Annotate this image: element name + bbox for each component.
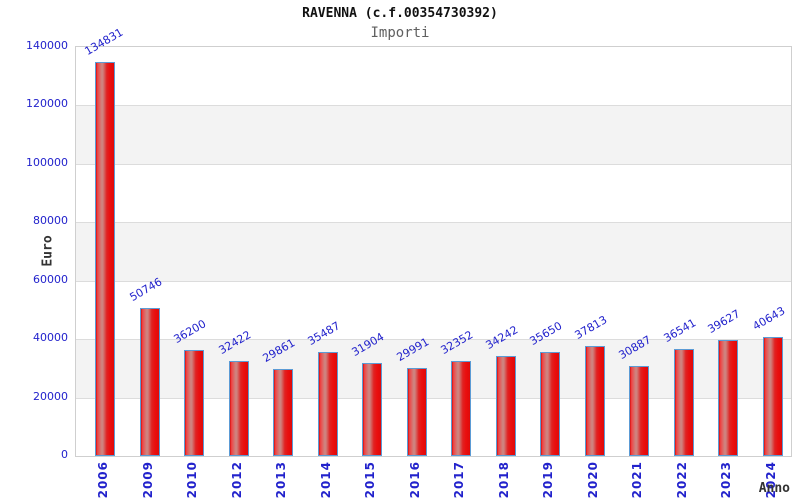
- x-tick-label: 2006: [96, 461, 110, 499]
- bar-2017: [451, 361, 471, 456]
- x-tick-label: 2010: [185, 461, 199, 499]
- x-tick-label: 2022: [674, 461, 689, 499]
- y-tick-label: 100000: [26, 155, 68, 169]
- grid-band: [76, 163, 791, 223]
- x-tick-label: 2016: [407, 461, 422, 499]
- bar-2016: [406, 368, 427, 456]
- y-tick-label: 80000: [33, 214, 68, 228]
- plot-area: 134831 50746 36200 32422 29861 35487 31904 2999…: [75, 26, 792, 457]
- bar-2023: [718, 340, 738, 456]
- bar-2020: [584, 346, 605, 456]
- bar-2012: [228, 361, 249, 456]
- grid-band: [76, 105, 791, 164]
- x-tick-label: 2012: [229, 461, 244, 499]
- x-tick-label: 2020: [585, 461, 600, 499]
- gridline: [76, 280, 791, 282]
- bar-2024: [762, 337, 783, 456]
- bar-2021: [629, 366, 649, 456]
- x-tick-label: 2018: [496, 461, 511, 499]
- x-tick-label: 2015: [363, 461, 377, 499]
- bar-2019: [540, 352, 560, 456]
- bar-2014: [317, 352, 338, 456]
- gridline: [76, 339, 791, 341]
- bar-2006: [95, 62, 115, 456]
- chart-title: RAVENNA (c.f.00354730392): [302, 6, 498, 21]
- y-tick-label: 0: [61, 448, 68, 461]
- x-tick-label: 2021: [630, 461, 644, 499]
- x-tick-label: 2019: [541, 461, 555, 499]
- chart-subtitle: Importi: [370, 25, 430, 41]
- bar-2013: [273, 369, 293, 456]
- y-axis-title: Euro: [40, 235, 56, 267]
- x-tick-label: 2014: [318, 461, 333, 499]
- grid-band: [76, 47, 791, 106]
- x-axis-tick-labels: 2006 2009 2010 2012 2013 2014 2015 2016 2017 2018…: [0, 461, 800, 499]
- y-tick-label: 120000: [26, 97, 68, 111]
- x-tick-label: 2017: [452, 461, 466, 499]
- x-tick-label: 2013: [274, 461, 288, 499]
- bar-2022: [673, 349, 694, 456]
- bar-2009: [139, 308, 160, 456]
- x-axis-title: Anno: [758, 481, 790, 496]
- gridline: [76, 397, 791, 399]
- grid-band: [76, 280, 791, 340]
- bar-2010: [184, 350, 204, 456]
- grid-band: [76, 222, 791, 281]
- y-tick-label: 20000: [33, 389, 68, 403]
- y-tick-label: 140000: [26, 39, 68, 52]
- gridline: [76, 222, 791, 224]
- bar-2015: [362, 363, 382, 456]
- x-tick-label: 2009: [140, 461, 155, 499]
- gridline: [76, 105, 791, 107]
- x-tick-label: 2023: [719, 461, 733, 499]
- y-tick-label: 40000: [33, 331, 68, 345]
- y-tick-label: 60000: [33, 272, 68, 286]
- gridline: [76, 163, 791, 165]
- bar-2018: [495, 356, 516, 456]
